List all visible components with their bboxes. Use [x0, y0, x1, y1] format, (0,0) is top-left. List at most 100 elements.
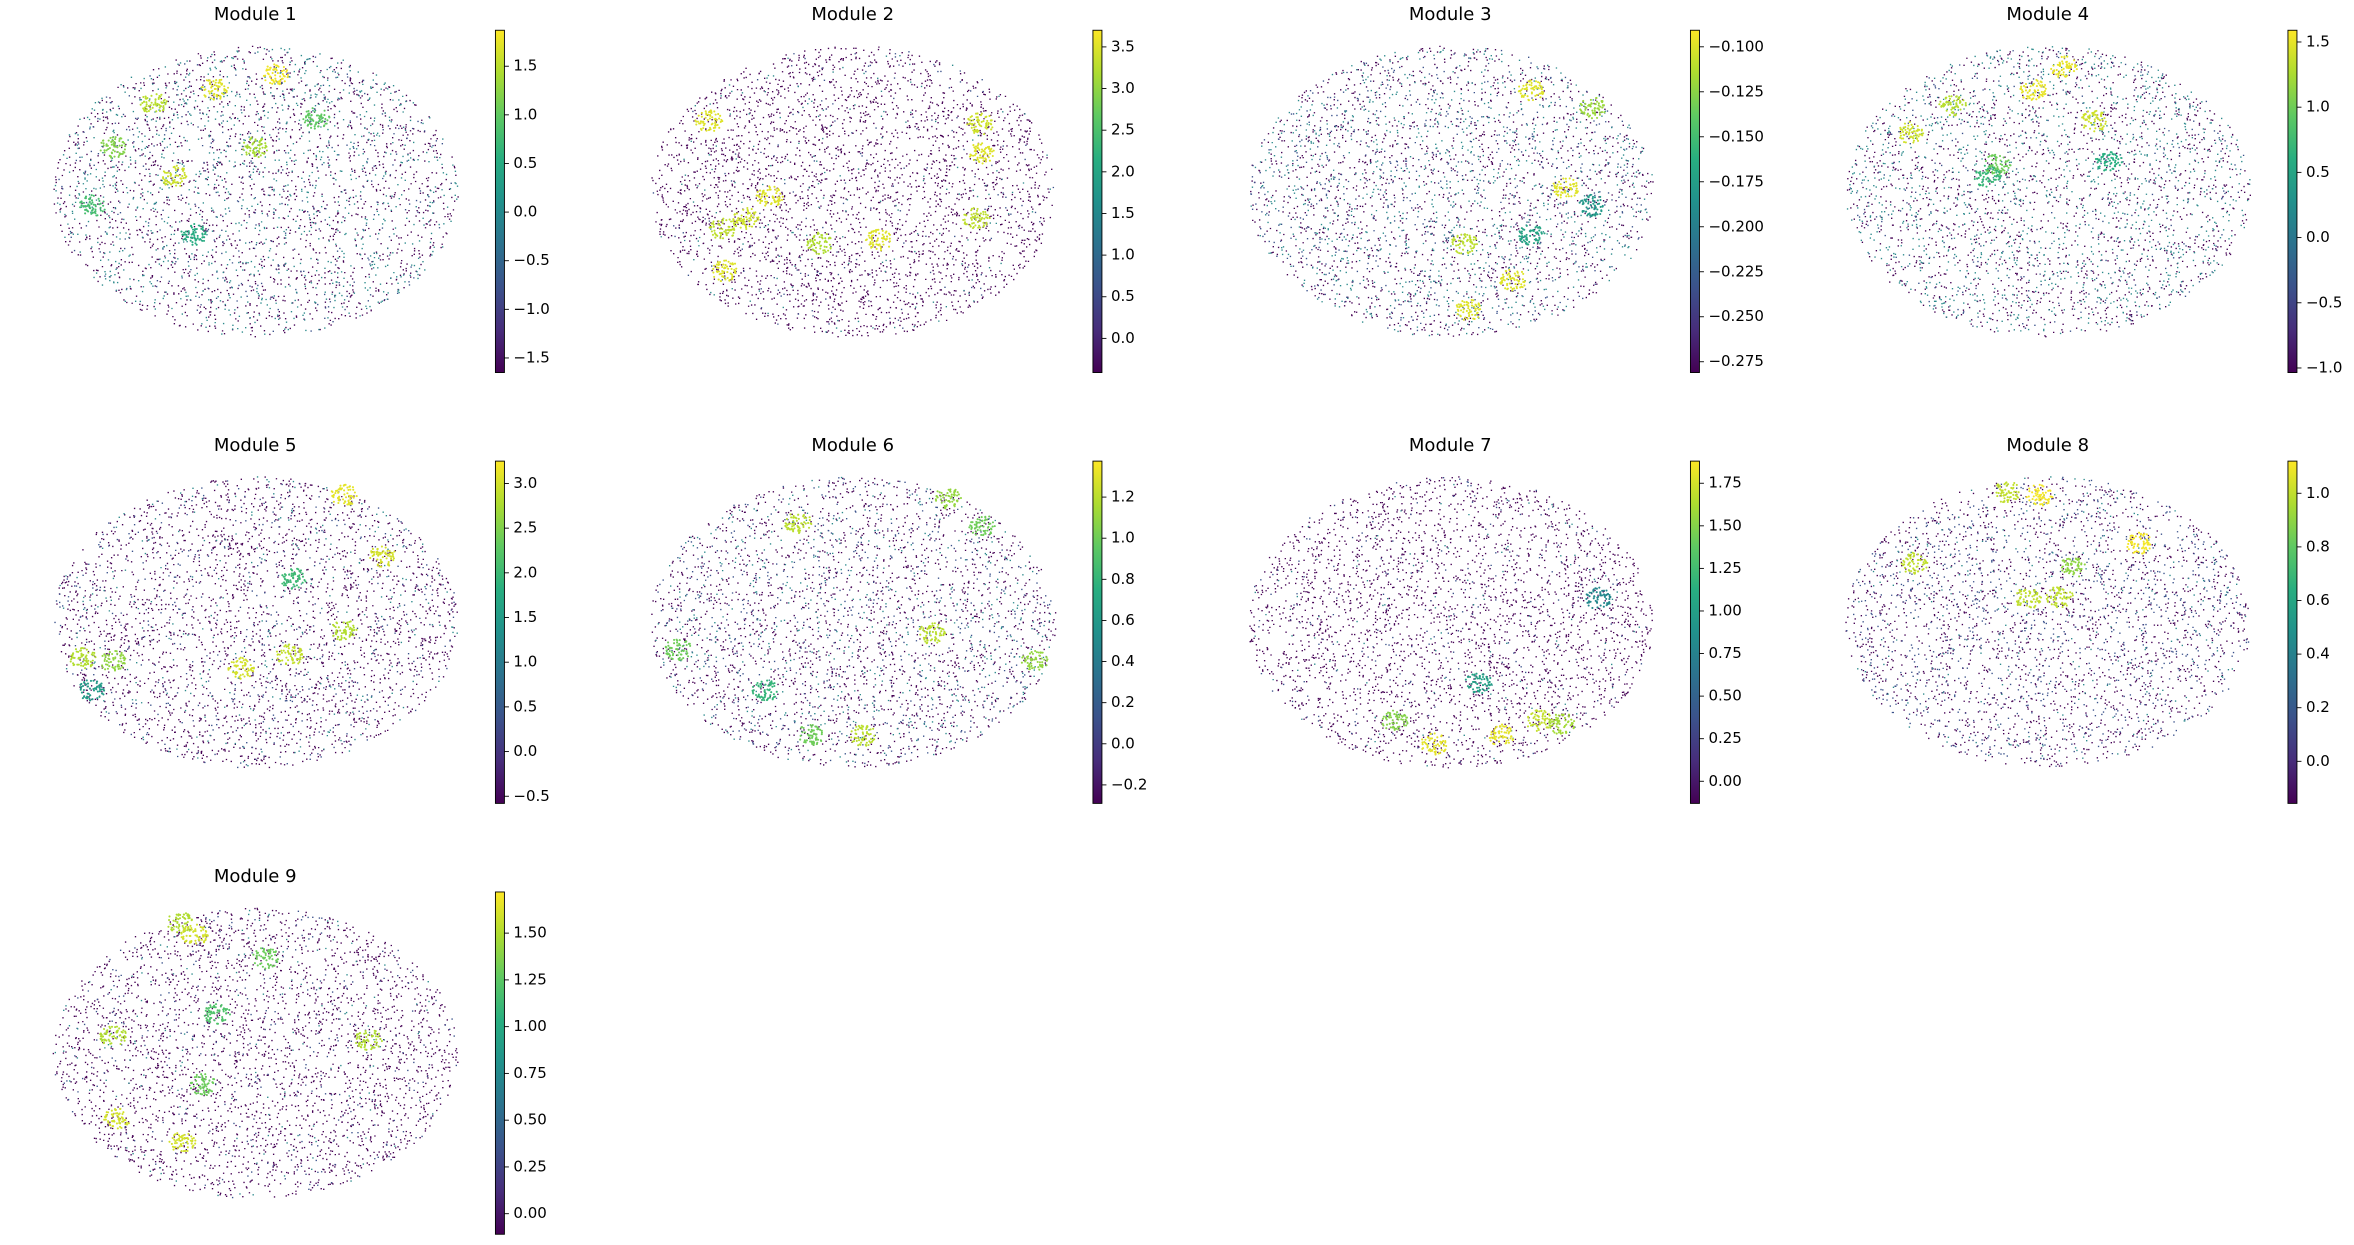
hotspot — [79, 194, 106, 217]
hotspot — [262, 63, 289, 86]
panel: Module 7 0.00 0.25 0.50 0.75 1.00 1.25 1.50 1.75 — [1249, 435, 1742, 804]
hotspot — [2081, 109, 2107, 133]
hotspot — [2025, 483, 2054, 507]
hotspot — [664, 638, 692, 662]
hotspot — [2050, 55, 2078, 78]
hotspot — [968, 515, 996, 537]
hotspot — [864, 228, 892, 252]
panel-title: Module 8 — [2006, 435, 2089, 456]
hotspot — [99, 136, 127, 159]
tissue-texture — [1846, 47, 2252, 338]
hotspot — [1548, 713, 1576, 735]
hotspot — [755, 185, 784, 207]
hotspot — [242, 136, 268, 159]
hotspot — [103, 1107, 130, 1130]
colorbar-tick-label: 0.0 — [1111, 734, 1135, 752]
tissue-texture — [651, 477, 1057, 768]
hotspot — [168, 1132, 197, 1153]
tissue-texture — [1845, 477, 2249, 768]
colorbar-tick-label: −0.5 — [2306, 293, 2342, 311]
hotspot — [189, 1073, 216, 1097]
colorbar-tick-label: 0.6 — [2306, 591, 2330, 609]
colorbar-tick-label: 2.5 — [513, 519, 537, 537]
colorbar — [1689, 29, 1700, 373]
tissue-texture — [54, 47, 459, 335]
panel: Module 5 −0.5 0.0 0.5 1.0 1.5 2.0 2.5 3.0 — [54, 435, 550, 805]
colorbar-tick-label: 1.0 — [2306, 484, 2330, 502]
hotspot — [79, 679, 106, 702]
colorbar-tick-label: 1.75 — [1708, 474, 1741, 492]
hotspot — [1995, 481, 2020, 504]
hotspot — [1579, 96, 1606, 120]
hotspot — [1578, 193, 1604, 218]
hotspot — [934, 488, 963, 510]
panel-title: Module 6 — [811, 435, 894, 456]
hotspot — [1464, 672, 1493, 695]
colorbar-tick-label: 1.0 — [513, 653, 537, 671]
colorbar-tick-label: −0.5 — [513, 787, 549, 805]
hotspot — [1526, 709, 1554, 732]
tissue-texture — [651, 46, 1053, 338]
colorbar-tick-label: −1.5 — [513, 348, 549, 366]
hotspot — [1899, 120, 1925, 144]
hotspot — [69, 646, 97, 670]
hotspot — [732, 206, 760, 231]
hotspot — [369, 545, 396, 568]
tissue-texture — [1846, 46, 2251, 335]
colorbar — [1092, 29, 1103, 373]
hotspot — [966, 112, 994, 136]
hotspot — [1552, 177, 1579, 199]
hotspot — [1518, 224, 1546, 246]
hotspot — [1381, 709, 1409, 732]
panel-title: Module 9 — [214, 866, 297, 887]
colorbar-tick-label: 1.25 — [513, 970, 546, 988]
hotspot — [2015, 588, 2043, 609]
colorbar-tick-label: 2.5 — [1111, 121, 1135, 139]
colorbar — [1092, 460, 1103, 804]
hotspot — [2060, 557, 2086, 578]
colorbar-tick-label: −1.0 — [2306, 358, 2342, 376]
hotspot — [281, 567, 307, 590]
colorbar-tick-label: −0.225 — [1708, 262, 1764, 280]
colorbar — [2287, 460, 2298, 804]
hotspot — [799, 723, 823, 747]
hotspot — [751, 679, 778, 702]
colorbar-tick-label: 0.00 — [1708, 772, 1741, 790]
panel: Module 8 0.0 0.2 0.4 0.6 0.8 1.0 — [1845, 435, 2330, 804]
panel-title: Module 2 — [811, 4, 894, 25]
hotspot — [850, 724, 876, 747]
hotspot — [180, 923, 209, 945]
colorbar-tick-label: −0.5 — [513, 251, 549, 269]
colorbar-tick-label: 1.50 — [1708, 516, 1741, 534]
tissue-texture — [54, 909, 434, 1197]
tissue-texture — [54, 910, 457, 1199]
colorbar-tick-label: 3.0 — [513, 474, 537, 492]
tissue-texture — [1250, 48, 1653, 337]
colorbar-tick-label: 3.0 — [1111, 79, 1135, 97]
colorbar-tick-label: 0.25 — [1708, 729, 1741, 747]
colorbar — [494, 29, 505, 373]
panel: Module 2 0.0 0.5 1.0 1.5 2.0 2.5 3.0 3.5 — [651, 4, 1135, 373]
colorbar-tick-label: 0.0 — [2306, 228, 2330, 246]
colorbar-tick-label: 0.5 — [513, 154, 537, 172]
panel: Module 1 −1.5 −1.0 −0.5 0.0 0.5 1.0 1.5 — [53, 4, 550, 373]
colorbar — [494, 460, 505, 804]
colorbar-tick-label: 0.75 — [1708, 644, 1741, 662]
hotspot — [227, 656, 255, 680]
colorbar-tick-label: −0.200 — [1708, 217, 1764, 235]
hotspot — [784, 513, 813, 535]
colorbar-tick-label: 1.2 — [1111, 488, 1135, 506]
colorbar-tick-label: −0.175 — [1708, 172, 1764, 190]
colorbar-tick-label: 0.2 — [2306, 698, 2330, 716]
hotspot — [180, 223, 207, 246]
hotspot — [355, 1029, 383, 1051]
tissue-texture — [655, 477, 1052, 766]
hotspot — [200, 78, 230, 101]
hotspot — [252, 947, 279, 970]
hotspot — [167, 912, 193, 934]
hotspot — [1455, 298, 1482, 321]
hotspot — [2094, 151, 2123, 172]
tissue-texture — [1250, 45, 1654, 337]
colorbar-tick-label: 0.75 — [513, 1064, 546, 1082]
hotspot — [1421, 732, 1448, 756]
